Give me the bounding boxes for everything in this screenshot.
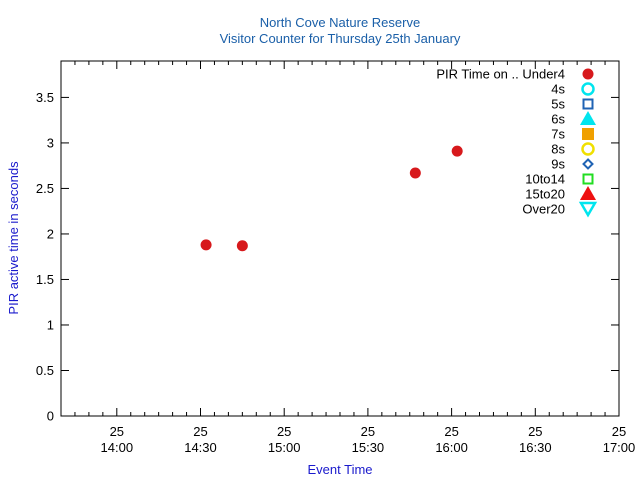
y-tick-label: 2 [47,226,54,241]
x-tick-label-time: 15:30 [352,440,385,455]
x-tick-label-day: 25 [612,424,626,439]
x-tick-label-time: 15:00 [268,440,301,455]
legend-marker [581,82,595,96]
legend-marker [578,201,598,218]
legend-label: 8s [551,142,565,157]
x-tick-label-day: 25 [277,424,291,439]
legend-marker [580,186,596,200]
x-tick-label-day: 25 [193,424,207,439]
legend-label: 7s [551,127,565,142]
x-axis: 2514:002514:302515:002515:302516:002516:… [101,61,636,455]
data-point [409,167,421,179]
y-tick-label: 2.5 [36,181,54,196]
data-points [200,145,463,252]
plot-area [60,60,620,417]
y-axis: 0 0.5 1 1.5 2 2.5 3 3.5 [36,90,619,424]
legend-label: 9s [551,157,565,172]
legend-marker [582,68,594,80]
y-tick-label: 1 [47,317,54,332]
legend-label: 4s [551,82,565,97]
data-point [200,239,212,251]
data-point [451,145,463,157]
legend-label: Over20 [522,202,565,217]
legend-label: 5s [551,97,565,112]
x-tick-label-time: 14:30 [184,440,217,455]
x-tick-label-day: 25 [361,424,375,439]
y-axis-label: PIR active time in seconds [6,161,21,315]
chart-subtitle: Visitor Counter for Thursday 25th Januar… [220,31,461,46]
legend-label: 15to20 [525,187,565,202]
x-tick-label-time: 16:00 [435,440,468,455]
x-tick-label-day: 25 [528,424,542,439]
legend-marker [582,98,594,110]
chart-title: North Cove Nature Reserve [260,15,420,30]
legend-label: PIR Time on .. Under4 [436,67,565,82]
x-tick-label-time: 14:00 [101,440,134,455]
y-tick-label: 0.5 [36,363,54,378]
x-tick-label-time: 17:00 [603,440,636,455]
y-tick-label: 3.5 [36,90,54,105]
legend-marker [582,158,594,170]
x-axis-label: Event Time [307,462,372,477]
legend-marker [582,173,594,185]
data-point [236,240,248,252]
y-tick-label: 1.5 [36,272,54,287]
legend-label: 6s [551,112,565,127]
legend: PIR Time on .. Under44s5s6s7s8s9s10to141… [436,67,598,218]
x-tick-label-day: 25 [444,424,458,439]
x-tick-label-day: 25 [110,424,124,439]
legend-marker [582,128,594,140]
legend-marker [581,142,595,156]
legend-label: 10to14 [525,172,565,187]
y-tick-label: 0 [47,409,54,424]
y-tick-label: 3 [47,135,54,150]
legend-marker [580,111,596,125]
minor-ticks [74,61,606,416]
x-tick-label-time: 16:30 [519,440,552,455]
